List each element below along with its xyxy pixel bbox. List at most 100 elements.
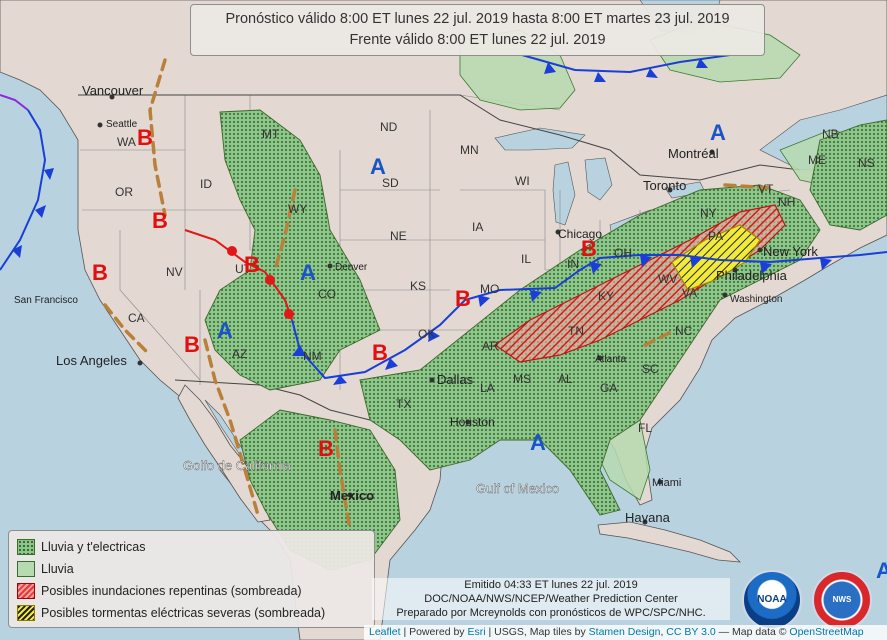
esri-link[interactable]: Esri xyxy=(467,626,486,638)
preparer-note: Preparado por Mcreynolds con pronósticos… xyxy=(396,607,706,619)
state-labels: WA OR ID MT WY NV UT CA AZ CO NM ND SD NE KS OK TX M… xyxy=(115,120,875,435)
severe-storm-area xyxy=(671,224,761,291)
svg-text:IA: IA xyxy=(472,220,483,234)
rain-swatch xyxy=(17,561,35,577)
svg-text:IN: IN xyxy=(567,257,579,271)
legend-label: Posibles inundaciones repentinas (sombre… xyxy=(41,584,302,598)
low-pressure: B xyxy=(455,286,471,311)
legend-item-rain: Lluvia xyxy=(17,558,366,580)
city-san-francisco: San Francisco xyxy=(14,295,78,306)
city-miami: Miami xyxy=(652,477,681,489)
city-seattle: Seattle xyxy=(106,119,138,130)
noaa-logo[interactable]: NOAA xyxy=(742,570,802,630)
city-los-angeles: Los Angeles xyxy=(56,353,127,368)
city-vancouver: Vancouver xyxy=(82,83,144,98)
attribution-text: | USGS, Map tiles by xyxy=(485,626,589,638)
svg-text:NB: NB xyxy=(822,127,839,141)
svg-text:NY: NY xyxy=(700,206,717,220)
svg-text:VA: VA xyxy=(682,286,697,300)
map-attribution: Leaflet | Powered by Esri | USGS, Map ti… xyxy=(364,625,887,640)
legend-label: Posibles tormentas eléctricas severas (s… xyxy=(41,606,326,620)
legend-label: Lluvia y t'electricas xyxy=(41,540,146,554)
high-pressure: A xyxy=(876,558,887,583)
city-chicago: Chicago xyxy=(558,227,602,241)
low-pressure: B xyxy=(318,436,334,461)
forecast-valid-title: Pronóstico válido 8:00 ET lunes 22 jul. … xyxy=(225,11,730,27)
svg-text:GA: GA xyxy=(600,381,617,395)
svg-text:MS: MS xyxy=(513,372,531,386)
svg-text:TX: TX xyxy=(396,397,411,411)
high-pressure: A xyxy=(217,318,233,343)
svg-text:NE: NE xyxy=(390,229,407,243)
warm-front-west xyxy=(184,229,293,321)
svg-text:SD: SD xyxy=(382,176,399,190)
nws-logo[interactable]: NWS xyxy=(812,570,872,630)
thunder-region-canada-east xyxy=(809,119,887,231)
svg-text:WA: WA xyxy=(117,135,136,149)
high-pressure: A xyxy=(370,154,386,179)
svg-text:OH: OH xyxy=(614,246,632,260)
water-labels: Golfo de California Gulf of Mexico xyxy=(183,458,559,496)
svg-text:CO: CO xyxy=(318,287,336,301)
svg-text:KY: KY xyxy=(598,289,614,303)
city-atlanta: Atlanta xyxy=(595,354,627,365)
svg-text:OR: OR xyxy=(115,185,133,199)
svg-text:PA: PA xyxy=(708,229,723,243)
svg-text:MN: MN xyxy=(460,143,479,157)
city-philadelphia: Philadelphia xyxy=(716,268,788,283)
fronts xyxy=(0,54,887,385)
cuba xyxy=(597,521,742,563)
high-pressure: A xyxy=(530,430,546,455)
svg-text:MT: MT xyxy=(262,127,280,141)
svg-text:TN: TN xyxy=(568,324,584,338)
svg-text:ND: ND xyxy=(380,120,398,134)
svg-text:IL: IL xyxy=(521,252,531,266)
troughs xyxy=(103,58,772,532)
city-labels: Vancouver Seattle San Francisco Los Ange… xyxy=(14,83,818,525)
svg-text:WI: WI xyxy=(515,174,530,188)
legend-item-rain-thunder: Lluvia y t'electricas xyxy=(17,536,366,558)
city-toronto: Toronto xyxy=(643,178,686,193)
pressure-centers: A A A A A A B B B B B B B B B xyxy=(92,120,887,583)
ccby-link[interactable]: CC BY 3.0 xyxy=(666,626,716,638)
svg-text:AR: AR xyxy=(482,339,499,353)
svg-text:WY: WY xyxy=(288,202,307,216)
low-pressure: B xyxy=(137,125,153,150)
low-pressure: B xyxy=(92,260,108,285)
label-gulf-of-california: Golfo de California xyxy=(183,458,291,473)
svg-text:FL: FL xyxy=(638,421,652,435)
rain-thunder-swatch xyxy=(17,539,35,555)
svg-text:UT: UT xyxy=(235,262,252,276)
leaflet-link[interactable]: Leaflet xyxy=(369,626,401,638)
svg-text:NV: NV xyxy=(166,265,183,279)
svg-text:AL: AL xyxy=(558,372,573,386)
low-pressure: B xyxy=(372,340,388,365)
city-denver: Denver xyxy=(335,262,368,273)
issued-info: Emitido 04:33 ET lunes 22 jul. 2019 DOC/… xyxy=(372,578,730,620)
osm-link[interactable]: OpenStreetMap xyxy=(789,626,864,638)
svg-text:NH: NH xyxy=(778,195,795,209)
low-pressure: B xyxy=(184,332,200,357)
svg-text:ID: ID xyxy=(200,177,212,191)
svg-text:NC: NC xyxy=(675,324,693,338)
city-mexico: Mexico xyxy=(330,488,374,503)
legend-item-flash-flood: Posibles inundaciones repentinas (sombre… xyxy=(17,580,366,602)
low-pressure: B xyxy=(244,252,260,277)
high-pressure: A xyxy=(710,120,726,145)
svg-text:VT: VT xyxy=(758,182,774,196)
attribution-text: , xyxy=(660,626,667,638)
svg-text:CA: CA xyxy=(128,311,145,325)
stamen-link[interactable]: Stamen Design xyxy=(588,626,661,638)
svg-text:ME: ME xyxy=(808,153,826,167)
cold-front-pacific xyxy=(0,109,47,271)
svg-text:MO: MO xyxy=(480,282,499,296)
legend: Lluvia y t'electricas Lluvia Posibles in… xyxy=(8,530,375,628)
high-pressure: A xyxy=(300,260,316,285)
svg-text:LA: LA xyxy=(480,381,495,395)
city-havana: Havana xyxy=(625,510,671,525)
issuing-agency: DOC/NOAA/NWS/NCEP/Weather Prediction Cen… xyxy=(424,593,678,605)
legend-label: Lluvia xyxy=(41,562,74,576)
svg-text:KS: KS xyxy=(410,279,426,293)
